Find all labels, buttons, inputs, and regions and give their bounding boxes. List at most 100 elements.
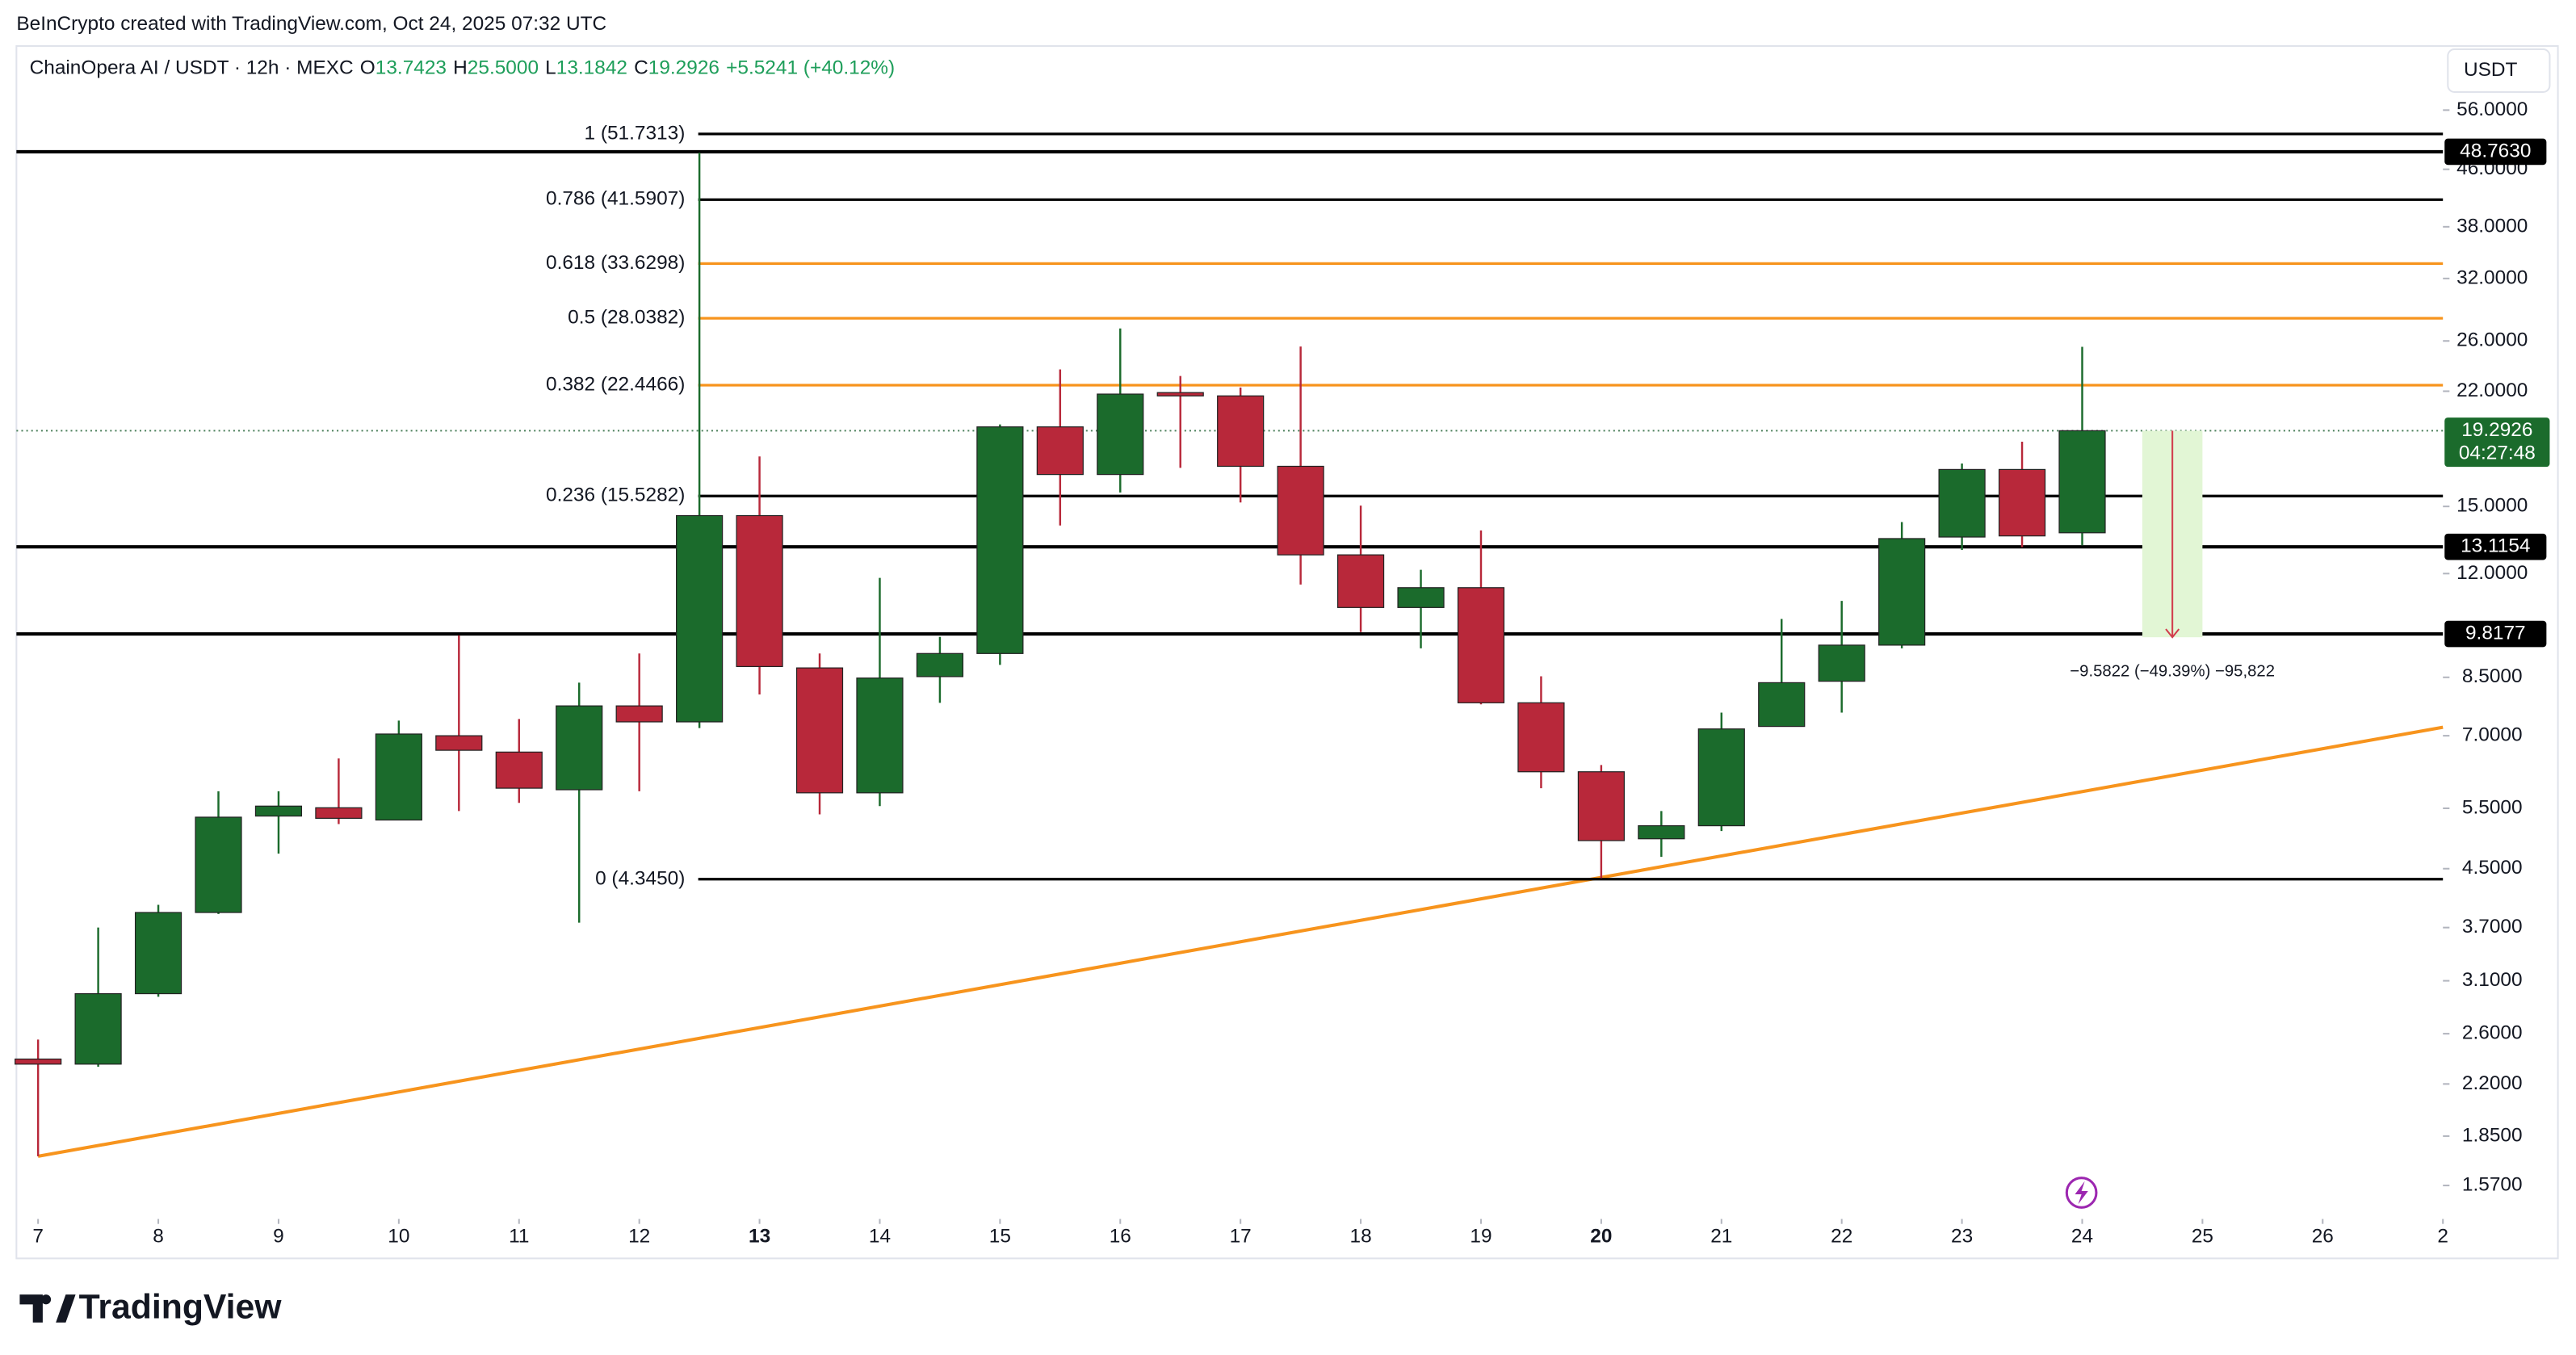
- candle-body: [795, 667, 844, 794]
- chart-frame: [15, 44, 2559, 1260]
- y-tick-label: 1.5700: [2462, 1174, 2523, 1196]
- price-tag: [2444, 620, 2547, 648]
- x-tick-label: 15: [989, 1225, 1011, 1247]
- x-tick-label: 20: [1590, 1225, 1612, 1247]
- y-tick-label: 38.0000: [2456, 215, 2528, 237]
- y-tick-label: 32.0000: [2456, 266, 2528, 288]
- candle-body: [315, 807, 363, 819]
- credit: BeInCrypto created with TradingView.com,…: [16, 13, 606, 35]
- ohlc-value: 13.1842: [556, 57, 627, 79]
- candle-body: [1577, 771, 1625, 841]
- x-tick-label: 7: [32, 1225, 44, 1247]
- ohlc-key: O: [360, 57, 375, 79]
- candle-body: [1397, 587, 1445, 608]
- price-tag: [2444, 533, 2547, 560]
- x-tick-label: 18: [1350, 1225, 1372, 1247]
- event-icon[interactable]: [2065, 1177, 2098, 1209]
- candle-body: [15, 1058, 62, 1065]
- price-tag-label: 13.1154: [2461, 535, 2530, 557]
- x-tick-label: 16: [1110, 1225, 1131, 1247]
- change: +5.5241 (+40.12%): [726, 57, 895, 79]
- y-tick-label: 15.0000: [2456, 495, 2528, 517]
- candle-body: [856, 678, 904, 794]
- candle-body: [1697, 728, 1745, 827]
- measure-arrow-head: [2165, 628, 2180, 639]
- ohlc-value: 13.7423: [375, 57, 447, 79]
- candle-body: [435, 735, 483, 751]
- x-tick-label: 11: [509, 1225, 529, 1247]
- fib-label: 0.786 (41.5907): [546, 188, 685, 210]
- ohlc-key: L: [545, 57, 556, 79]
- y-tick-label: 26.0000: [2456, 329, 2528, 351]
- fib-label: 0.5 (28.0382): [568, 307, 685, 329]
- y-tick-label: 2.6000: [2462, 1022, 2523, 1044]
- candle-body: [1998, 468, 2046, 537]
- ohlc-key: C: [634, 57, 648, 79]
- event-bolt: [2075, 1181, 2088, 1205]
- y-tick-label: 12.0000: [2456, 562, 2528, 584]
- x-tick-label: 2: [2437, 1225, 2448, 1247]
- candle-body: [375, 733, 422, 821]
- candle-body: [1156, 392, 1204, 396]
- x-tick-label: 22: [1831, 1225, 1852, 1247]
- brand-logo: [19, 1294, 76, 1323]
- candle-body: [1818, 644, 1865, 682]
- fib-label: 1 (51.7313): [585, 122, 686, 144]
- y-tick-label: 3.7000: [2462, 916, 2523, 938]
- candle-body: [1517, 702, 1565, 773]
- candle-body: [676, 514, 724, 723]
- x-tick-label: 10: [388, 1225, 409, 1247]
- candle-body: [1758, 682, 1806, 728]
- y-tick-label: 2.2000: [2462, 1072, 2523, 1094]
- x-tick-label: 13: [749, 1225, 770, 1247]
- x-tick-label: 26: [2312, 1225, 2334, 1247]
- candle-body: [1036, 426, 1084, 476]
- y-tick-label: 7.0000: [2462, 724, 2523, 746]
- x-tick-label: 9: [273, 1225, 284, 1247]
- y-tick-label: 22.0000: [2456, 380, 2528, 401]
- ohlc-key: H: [453, 57, 468, 79]
- candle-body: [1638, 824, 1685, 840]
- last-price-label: 19.2926: [2461, 419, 2532, 441]
- fib-label: 0 (4.3450): [595, 867, 685, 889]
- x-tick-label: 8: [153, 1225, 164, 1247]
- candle-body: [1336, 554, 1385, 608]
- y-tick-label: 56.0000: [2456, 99, 2528, 120]
- ohlc-value: 19.2926: [648, 57, 720, 79]
- last-price-tag: [2444, 417, 2550, 468]
- candle-body: [1277, 465, 1324, 556]
- candle-body: [916, 652, 964, 678]
- y-tick-label: 1.8500: [2462, 1124, 2523, 1146]
- plot: 56.000046.000038.000032.000026.000022.00…: [15, 99, 2550, 1247]
- trendline: [37, 725, 2444, 1158]
- x-tick-label: 21: [1710, 1225, 1732, 1247]
- y-tick-label: 4.5000: [2462, 857, 2523, 879]
- fib-label: 0.236 (15.5282): [546, 485, 685, 506]
- price-tag-label: 48.7630: [2460, 140, 2531, 162]
- candle-body: [495, 751, 543, 789]
- measure-label: −9.5822 (−49.39%) −95,822: [2070, 662, 2275, 680]
- candle-body: [254, 805, 303, 817]
- candle-body: [1457, 587, 1505, 703]
- x-tick-label: 14: [869, 1225, 891, 1247]
- candle-body: [1878, 538, 1926, 646]
- brand: TradingView: [79, 1288, 283, 1327]
- x-tick-label: 25: [2192, 1225, 2213, 1247]
- fib-label: 0.618 (33.6298): [546, 252, 685, 274]
- price-tag: [2444, 138, 2547, 166]
- x-tick-label: 12: [628, 1225, 650, 1247]
- candle-body: [134, 912, 183, 995]
- candle-body: [615, 705, 663, 723]
- x-tick-label: 17: [1230, 1225, 1252, 1247]
- x-tick-label: 23: [1951, 1225, 1973, 1247]
- candle-body: [1938, 468, 1986, 538]
- countdown: 04:27:48: [2459, 442, 2536, 464]
- currency: USDT: [2464, 59, 2518, 81]
- symbol-line: ChainOpera AI / USDT · 12h · MEXC O13.742…: [30, 57, 895, 79]
- candle-body: [74, 992, 122, 1065]
- candle-body: [1097, 393, 1144, 476]
- currency-button[interactable]: [2447, 48, 2551, 93]
- candle-body: [976, 426, 1024, 654]
